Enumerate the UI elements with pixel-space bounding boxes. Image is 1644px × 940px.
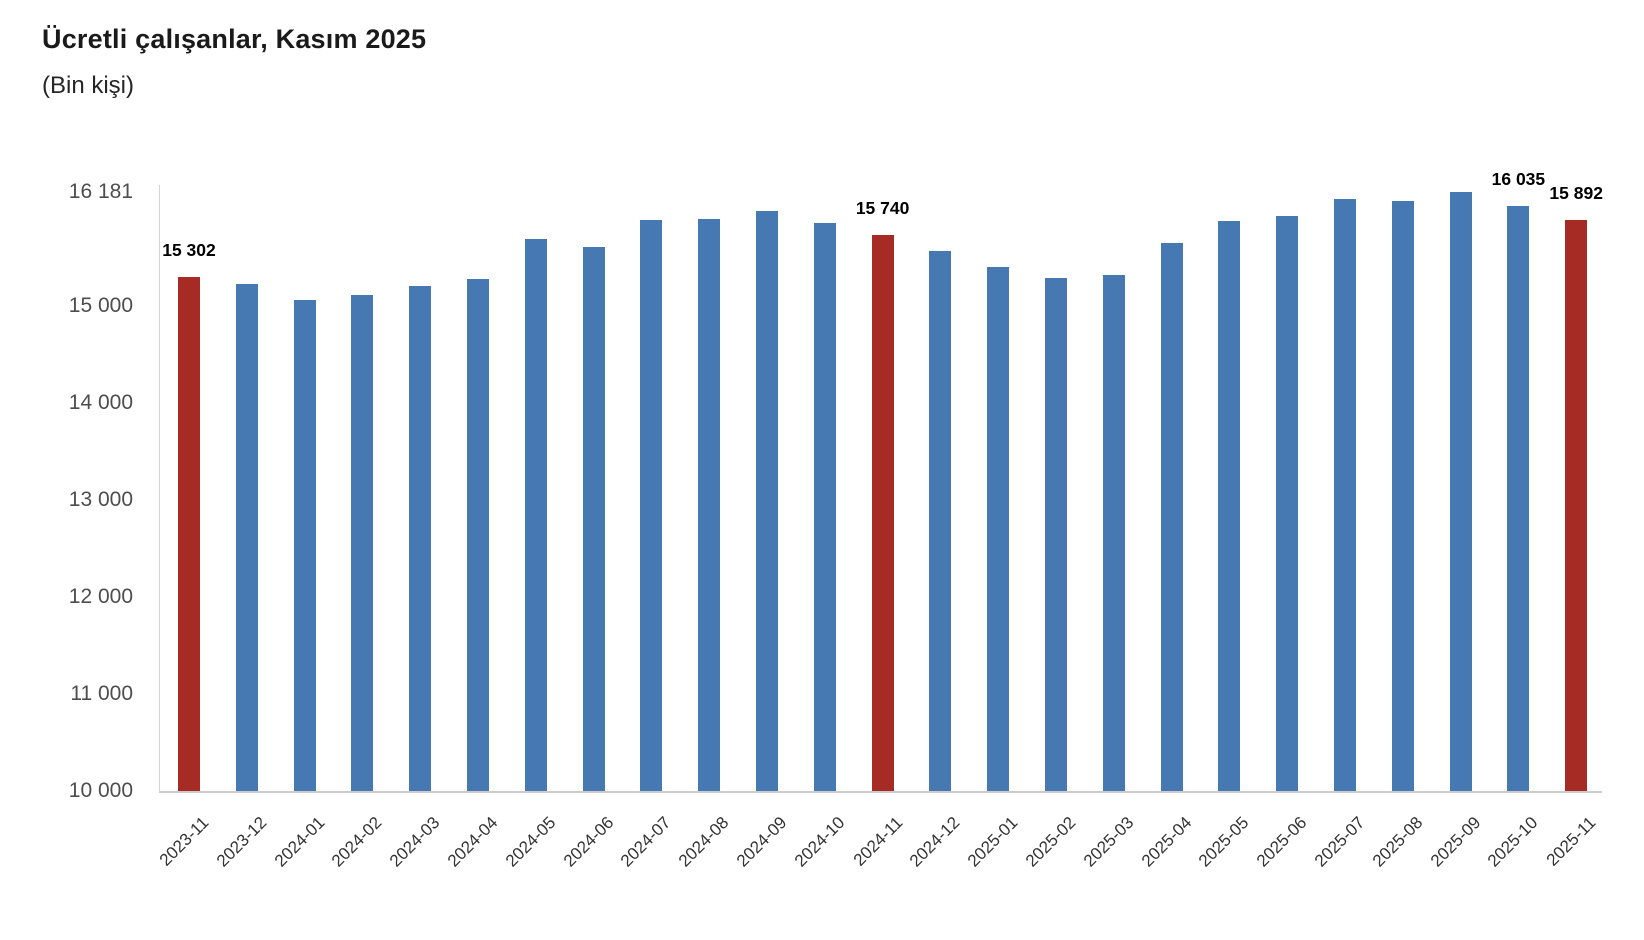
y-axis-line xyxy=(159,185,160,792)
bar-2024-08[interactable] xyxy=(698,218,721,791)
bar-2025-04[interactable] xyxy=(1160,242,1183,791)
x-axis-label: 2023-11 xyxy=(155,813,213,870)
x-axis-label: 2025-02 xyxy=(1021,813,1080,871)
bar-2024-12[interactable] xyxy=(929,250,952,791)
bar-value-label: 15 302 xyxy=(162,240,216,261)
bar-2023-12[interactable] xyxy=(235,283,258,791)
bar-value-label: 15 892 xyxy=(1549,183,1603,203)
bar-2024-07[interactable] xyxy=(640,219,663,791)
x-axis-label: 2023-12 xyxy=(212,813,271,871)
bar-2025-11[interactable] xyxy=(1565,220,1588,791)
x-axis-line xyxy=(159,791,1602,793)
y-axis-label: 11 000 xyxy=(70,682,133,706)
bar-value-label: 16 035 xyxy=(1491,169,1546,190)
chart-subtitle: (Bin kişi) xyxy=(42,72,135,99)
bar-2024-10[interactable] xyxy=(813,223,836,791)
bar-2024-03[interactable] xyxy=(409,285,432,791)
bar-2024-01[interactable] xyxy=(293,299,316,791)
bar-2024-11[interactable] xyxy=(871,234,894,791)
bar-2025-06[interactable] xyxy=(1276,216,1299,791)
bar-2024-05[interactable] xyxy=(524,238,547,791)
x-axis-label: 2024-06 xyxy=(559,813,618,871)
bar-2025-10[interactable] xyxy=(1507,206,1530,791)
x-axis-label: 2024-11 xyxy=(849,813,907,870)
x-axis-label: 2025-04 xyxy=(1137,813,1196,871)
x-axis-label: 2025-05 xyxy=(1195,813,1253,871)
bar-2023-11[interactable] xyxy=(178,277,200,791)
x-axis-label: 2024-02 xyxy=(328,813,386,871)
bar-2024-09[interactable] xyxy=(756,210,778,791)
y-axis-label: 15 000 xyxy=(68,294,133,318)
bar-2025-03[interactable] xyxy=(1102,275,1125,791)
bar-2025-02[interactable] xyxy=(1045,277,1067,791)
x-axis-label: 2024-09 xyxy=(732,813,791,871)
x-axis-label: 2025-08 xyxy=(1368,813,1427,871)
bar-2024-04[interactable] xyxy=(467,279,489,791)
y-axis-label: 16 181 xyxy=(68,180,133,203)
y-axis-label: 10 000 xyxy=(68,779,133,802)
bar-2025-09[interactable] xyxy=(1449,192,1472,791)
x-axis-label: 2024-12 xyxy=(906,813,964,871)
x-axis-label: 2024-05 xyxy=(501,813,560,871)
bar-2025-08[interactable] xyxy=(1391,201,1414,791)
y-axis-label: 14 000 xyxy=(68,391,133,415)
y-axis-label: 12 000 xyxy=(68,585,133,609)
x-axis-label: 2025-09 xyxy=(1426,813,1485,871)
x-axis-label: 2024-04 xyxy=(443,813,502,871)
bar-2025-05[interactable] xyxy=(1218,220,1241,791)
bar-2025-01[interactable] xyxy=(987,267,1010,791)
y-axis-label: 13 000 xyxy=(68,488,133,512)
x-axis-label: 2024-07 xyxy=(617,813,675,871)
bar-2025-07[interactable] xyxy=(1334,198,1356,791)
bar-value-label: 15 740 xyxy=(855,197,910,218)
bar-2024-02[interactable] xyxy=(351,295,374,791)
x-axis-label: 2025-10 xyxy=(1484,813,1542,871)
x-axis-label: 2024-10 xyxy=(790,813,849,871)
x-axis-label: 2025-03 xyxy=(1079,813,1138,871)
chart-title: Ücretli çalışanlar, Kasım 2025 xyxy=(42,24,427,54)
x-axis-label: 2025-07 xyxy=(1310,813,1369,871)
bar-2024-06[interactable] xyxy=(582,247,605,791)
x-axis-label: 2024-01 xyxy=(270,813,329,871)
